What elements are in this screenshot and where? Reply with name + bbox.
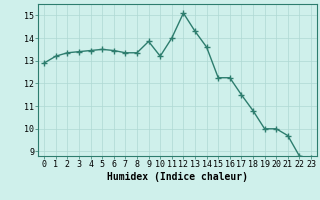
X-axis label: Humidex (Indice chaleur): Humidex (Indice chaleur) (107, 172, 248, 182)
